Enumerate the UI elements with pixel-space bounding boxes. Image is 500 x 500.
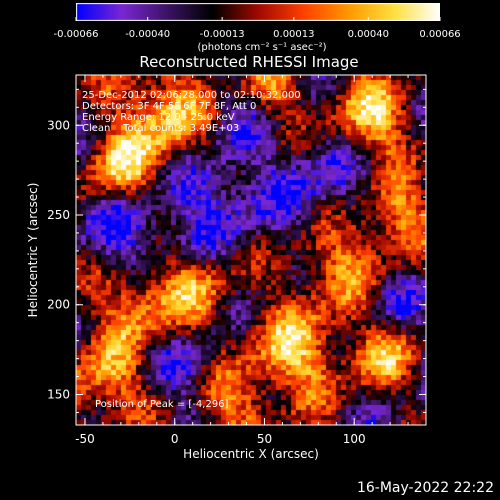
colorbar-tick-label: -0.00040 [125,29,170,40]
annotation-block: 25-Dec-2012 02:06:28.000 to 02:10:32.000… [82,90,301,410]
heatmap-image [76,75,426,425]
colorbar [76,3,440,21]
colorbar-tick-label: -0.00013 [200,29,245,40]
x-tick-label: 50 [257,432,272,446]
chart-title: Reconstructed RHESSI Image [139,53,358,71]
peak-position-label: Position of Peak = [-4,296] [95,399,229,410]
y-tick-label: 250 [47,208,70,222]
y-axis-label: Heliocentric Y (arcsec) [26,183,40,318]
x-tick-label: 0 [171,432,179,446]
annotation-energy-range: Energy Range: 12.0 - 25.0 keV [82,112,235,123]
axis-ticks: -50 0 50 100 150 200 250 300 [47,75,427,446]
y-tick-label: 300 [47,118,70,132]
colorbar-units-label: (photons cm⁻² s⁻¹ asec⁻²) [197,42,326,53]
annotation-detectors: Detectors: 3F 4F 5F 6F 7F 8F, Att 0 [82,101,256,112]
plot-frame [75,74,427,426]
colorbar-tick-label: 0.00066 [419,29,460,40]
colorbar-tick-label: -0.00066 [54,29,99,40]
plot-datestamp: 16-May-2022 22:22 [356,480,494,496]
x-tick-label: 100 [343,432,366,446]
y-tick-label: 150 [47,387,70,401]
colorbar-tick-label: 0.00040 [348,29,389,40]
colorbar-ticks: -0.00066 -0.00040 -0.00013 0.00013 0.00040 0.… [54,17,461,40]
annotation-total-counts: Clean Total counts: 3.49E+03 [82,123,239,134]
x-tick-label: -50 [75,432,95,446]
annotation-time-range: 25-Dec-2012 02:06:28.000 to 02:10:32.000 [82,90,301,101]
y-tick-label: 200 [47,298,70,312]
x-axis-label: Heliocentric X (arcsec) [183,447,319,461]
colorbar-tick-label: 0.00013 [273,29,314,40]
